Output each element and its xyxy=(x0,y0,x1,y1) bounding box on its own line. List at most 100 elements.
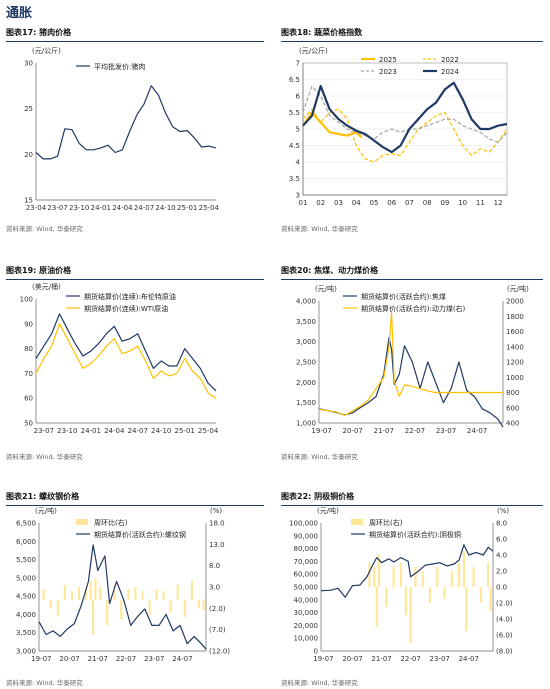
legend-label: 期货结算价(活跃合约):动力煤(右) xyxy=(361,304,466,313)
x-tick-label: 02 xyxy=(316,199,325,207)
x-tick-label: 21-07 xyxy=(374,427,394,435)
bar xyxy=(127,589,130,600)
x-tick-label: 21-07 xyxy=(88,655,108,663)
chart-title: 图表22: 阴极铜价格 xyxy=(281,489,543,506)
y-tick-label-right: 8.0 xyxy=(209,562,220,570)
y-tick-label-right: 6.0 xyxy=(496,536,507,544)
y-tick-label: 50,000 xyxy=(294,584,319,592)
y-tick-label: 90 xyxy=(24,320,33,328)
bar xyxy=(373,567,376,587)
bar xyxy=(457,563,461,587)
bar xyxy=(414,567,417,587)
x-tick-label: 23-04 xyxy=(26,204,47,212)
y-axis-unit-right: (%) xyxy=(210,507,222,515)
y-tick-label: 20 xyxy=(24,151,33,159)
x-tick-label: 24-04 xyxy=(104,427,125,435)
y-tick-label: 3.5 xyxy=(289,175,300,183)
bar xyxy=(368,563,371,587)
y-tick-label: 60 xyxy=(24,395,33,403)
legend-label: 平均批发价:猪肉 xyxy=(94,62,145,71)
bar xyxy=(63,584,66,600)
x-tick-label: 24-01 xyxy=(81,427,101,435)
x-tick-label: 01 xyxy=(299,199,308,207)
x-tick-label: 19-07 xyxy=(311,427,331,435)
y-tick-label: 40,000 xyxy=(294,596,319,604)
bar xyxy=(89,580,92,600)
bar xyxy=(120,599,123,619)
page-title: 通胀 xyxy=(6,6,33,21)
y-tick-label: 1,500 xyxy=(296,399,316,407)
x-tick-label: 23-07 xyxy=(47,204,67,212)
x-tick-label: 24-07 xyxy=(467,427,487,435)
chart-title: 图表17: 猪肉价格 xyxy=(6,25,264,42)
y-tick-label: 3 xyxy=(296,192,300,200)
x-tick-label: 24-01 xyxy=(91,204,111,212)
x-tick-label: 23-07 xyxy=(436,427,456,435)
x-tick-label: 24-07 xyxy=(172,655,192,663)
y-tick-label-right: (12.0) xyxy=(209,648,230,656)
series-line xyxy=(302,108,508,163)
x-tick-label: 25-01 xyxy=(177,204,197,212)
chart-panel: 图表17: 猪肉价格 资料来源: Wind, 华泰研究 (元/公斤) 15 20 25 30… xyxy=(6,25,264,235)
y-tick-label-right: 4.0 xyxy=(496,552,507,560)
y-axis-unit-left: (元/吨) xyxy=(317,506,339,515)
chart-source: 资料来源: Wind, 华泰研究 xyxy=(281,679,358,687)
bar xyxy=(375,587,378,627)
series-line xyxy=(302,81,508,154)
legend-swatch xyxy=(76,519,88,525)
y-tick-label-right: 600 xyxy=(506,404,519,412)
y-tick-label-right: 0.0 xyxy=(496,584,507,592)
y-tick-label: 6.5 xyxy=(289,76,300,84)
y-tick-label: 0 xyxy=(314,648,318,656)
x-tick-label: 24-10 xyxy=(155,204,175,212)
legend-label: 期货结算价(活跃合约):阴极铜 xyxy=(369,530,461,539)
chart-title: 图表20: 焦煤、动力煤价格 xyxy=(281,263,543,280)
y-tick-label: 100 xyxy=(20,296,33,304)
y-tick-label: 3,500 xyxy=(16,629,36,637)
y-tick-label-right: 8.0 xyxy=(496,520,507,528)
x-tick-label: 22-07 xyxy=(116,655,136,663)
series-line xyxy=(35,313,217,392)
y-tick-label: 20,000 xyxy=(294,622,319,630)
bar xyxy=(162,591,165,600)
y-tick-label-right: (8.0) xyxy=(496,648,513,656)
chart-panel: 图表18: 蔬菜价格指数 资料来源: Wind, 华泰研究 (元/公斤) 3 3.5 4 4… xyxy=(281,25,543,235)
y-tick-label-right: (2.0) xyxy=(209,605,226,613)
y-tick-label-right: (4.0) xyxy=(496,616,513,624)
bar xyxy=(421,571,424,587)
chart-panel: 图表21: 螺纹钢价格 资料来源: Wind, 华泰研究 (元/吨) (%) 3,000… xyxy=(6,489,264,689)
series-line xyxy=(318,336,504,428)
y-tick-label: 7 xyxy=(296,60,300,68)
y-tick-label: 3,500 xyxy=(296,318,316,326)
bar xyxy=(148,599,151,615)
x-tick-label: 04 xyxy=(352,199,361,207)
x-tick-label: 25-04 xyxy=(199,204,220,212)
legend-label: 周环比(右) xyxy=(369,518,403,527)
y-tick-label-right: 13.0 xyxy=(209,541,225,549)
y-tick-label-right: 1800 xyxy=(506,313,524,321)
y-tick-label-right: 1600 xyxy=(506,328,524,336)
chart-title: 图表21: 螺纹钢价格 xyxy=(6,489,264,506)
bar xyxy=(42,589,45,600)
y-tick-label: 70,000 xyxy=(294,558,319,566)
y-axis-unit-right: (%) xyxy=(497,507,509,515)
x-tick-label: 12 xyxy=(494,199,503,207)
bar xyxy=(385,587,388,607)
legend-label: 期货结算价(活跃合约):焦煤 xyxy=(361,292,446,301)
series-line xyxy=(35,323,217,399)
bar xyxy=(155,589,158,600)
x-tick-label: 22-07 xyxy=(400,655,420,663)
y-tick-label-right: 1400 xyxy=(506,343,524,351)
y-tick-label: 4,500 xyxy=(16,593,36,601)
y-tick-label: 4,000 xyxy=(16,611,36,619)
y-tick-label: 70 xyxy=(24,370,33,378)
legend-swatch xyxy=(351,519,363,525)
y-tick-label-right: 3.0 xyxy=(209,584,220,592)
y-tick-label: 3,000 xyxy=(16,648,36,656)
series-line xyxy=(38,544,207,650)
y-tick-label-right: 18.0 xyxy=(209,520,225,528)
legend-label: 2023 xyxy=(379,68,397,76)
y-axis-unit-left: (元/公斤) xyxy=(299,46,328,55)
chart-source: 资料来源: Wind, 华泰研究 xyxy=(6,679,83,687)
y-tick-label: 5.5 xyxy=(289,109,300,117)
